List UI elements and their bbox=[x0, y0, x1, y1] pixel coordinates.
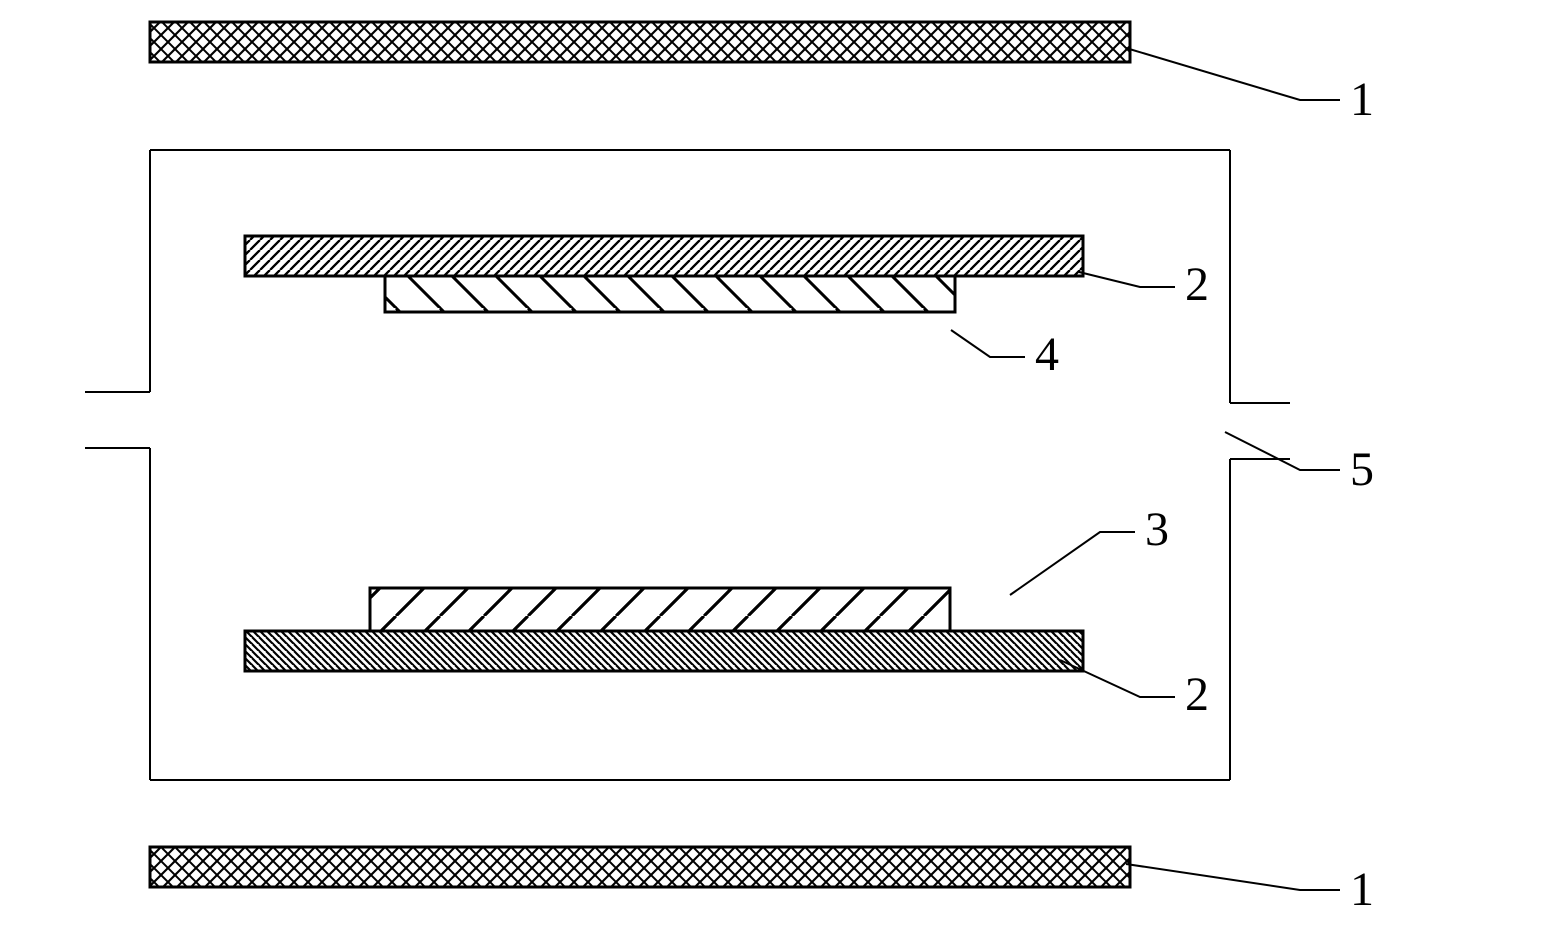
leader-bar-1-bottom bbox=[1126, 864, 1340, 890]
leader-bar-3 bbox=[1010, 532, 1135, 595]
bar-substrate-bottom bbox=[245, 631, 1083, 671]
bar-heater-top bbox=[150, 22, 1130, 62]
labels-group: 1 2 4 5 3 2 1 bbox=[1035, 73, 1374, 916]
bars-group bbox=[150, 22, 1130, 887]
bar-substrate-top bbox=[245, 236, 1083, 276]
leader-bar-1-top bbox=[1126, 48, 1340, 100]
label-2a: 2 bbox=[1185, 258, 1209, 311]
bar-film-bottom bbox=[370, 588, 950, 631]
leader-bar-4 bbox=[951, 330, 1025, 357]
bar-film-top bbox=[385, 276, 955, 312]
diagram-canvas: 1 2 4 5 3 2 1 bbox=[0, 0, 1560, 935]
label-5: 5 bbox=[1350, 443, 1374, 496]
label-1b: 1 bbox=[1350, 863, 1374, 916]
label-4: 4 bbox=[1035, 328, 1059, 381]
label-1a: 1 bbox=[1350, 73, 1374, 126]
label-3: 3 bbox=[1145, 503, 1169, 556]
bar-heater-bottom bbox=[150, 847, 1130, 887]
leader-chamber-gap bbox=[1225, 432, 1340, 470]
label-2b: 2 bbox=[1185, 668, 1209, 721]
leader-lines bbox=[951, 48, 1340, 890]
leader-bar-2-top bbox=[1079, 272, 1175, 287]
